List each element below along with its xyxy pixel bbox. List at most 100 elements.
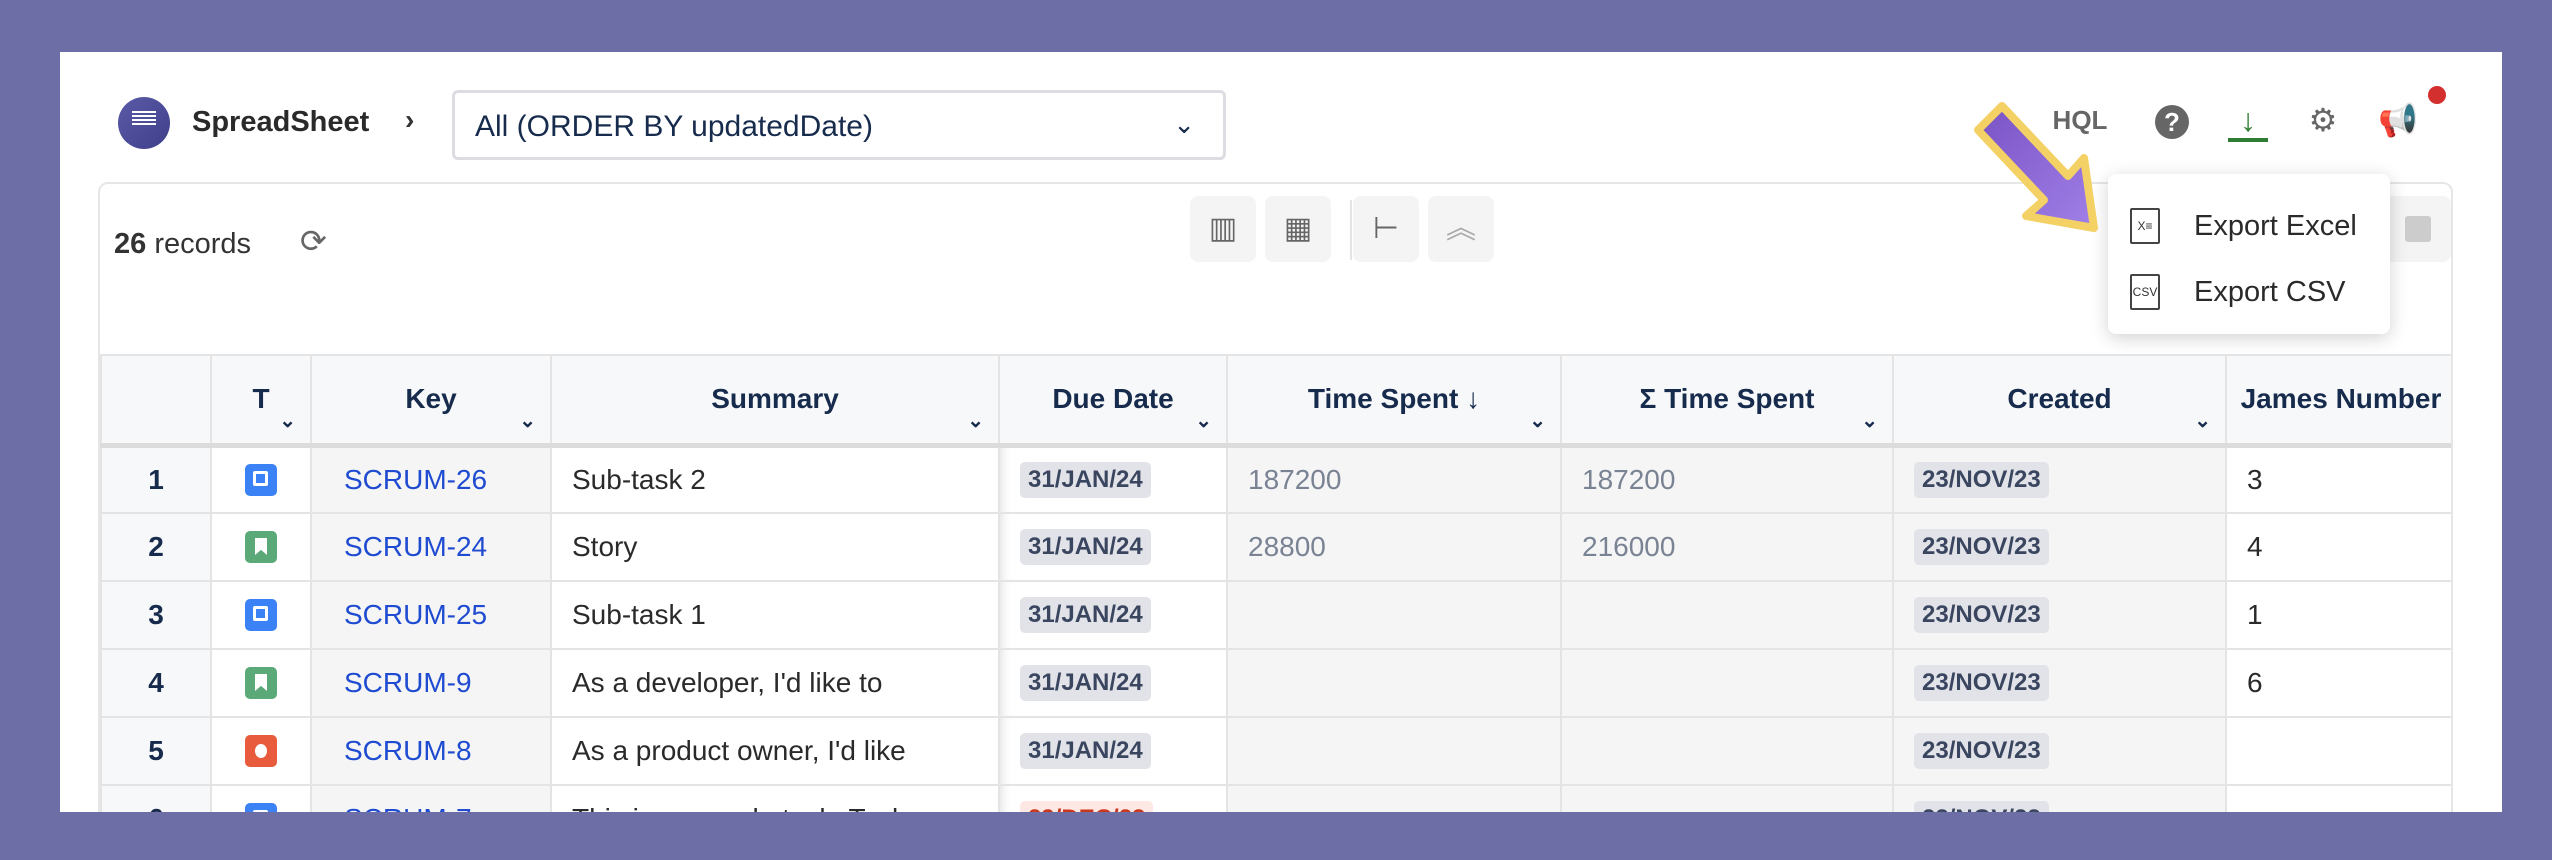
due-date-cell[interactable]: 29/DEC/23 [998, 784, 1228, 812]
gear-icon[interactable]: ⚙ [2308, 102, 2338, 138]
column-header[interactable]: James Number [2225, 354, 2451, 448]
table-row[interactable]: 2 SCRUM-24 Story 31/JAN/24 28800 216000 23/NOV… [100, 512, 2451, 582]
hql-button[interactable]: HQL [2052, 105, 2108, 135]
record-count: 26 records [114, 228, 252, 260]
created-cell[interactable]: 23/NOV/23 [1892, 512, 2227, 582]
chevron-down-icon[interactable]: ⌄ [1195, 409, 1212, 432]
chevron-down-icon[interactable]: ⌄ [279, 409, 296, 432]
due-date-cell[interactable]: 31/JAN/24 [998, 648, 1228, 718]
summary-cell[interactable]: Sub-task 2 [550, 444, 1000, 514]
summary-cell[interactable]: As a developer, I'd like to [550, 648, 1000, 718]
megaphone-icon[interactable]: 📢 [2378, 102, 2418, 138]
james-number-cell[interactable]: 6 [2225, 648, 2451, 718]
chevron-down-icon[interactable]: ⌄ [1861, 409, 1878, 432]
column-header[interactable] [100, 354, 212, 448]
sum-time-spent-cell[interactable] [1560, 784, 1894, 812]
issue-key-link[interactable]: SCRUM-9 [310, 648, 552, 718]
chevron-down-icon[interactable]: ⌄ [519, 409, 536, 432]
issue-key-link[interactable]: SCRUM-7 [310, 784, 552, 812]
chevron-down-icon[interactable]: ⌄ [2194, 409, 2211, 432]
sum-time-spent-cell[interactable] [1560, 716, 1894, 786]
story-icon [245, 667, 277, 699]
column-header[interactable]: Created ⌄ [1892, 354, 2227, 448]
due-date-lozenge: 31/JAN/24 [1020, 733, 1151, 769]
row-number: 2 [100, 512, 212, 582]
time-spent-cell[interactable]: 187200 [1226, 444, 1562, 514]
table-row[interactable]: 6 SCRUM-7This is a sample task. Tasks 29/D… [100, 784, 2451, 812]
app-name[interactable]: SpreadSheet [192, 106, 370, 138]
issues-table: T ⌄ Key ⌄ Summary ⌄ Due Date ⌄ Time Spent ↓ ⌄ Σ Ti… [100, 354, 2451, 812]
summary-cell[interactable]: Sub-task 1 [550, 580, 1000, 650]
created-lozenge: 23/NOV/23 [1914, 665, 2049, 701]
issue-key-link[interactable]: SCRUM-24 [310, 512, 552, 582]
issue-key-link[interactable]: SCRUM-26 [310, 444, 552, 514]
column-header[interactable]: Σ Time Spent ⌄ [1560, 354, 1894, 448]
table-row[interactable]: 3 SCRUM-25 Sub-task 1 31/JAN/24 23/NOV/23 1 [100, 580, 2451, 650]
issue-type-cell [210, 716, 312, 786]
column-header[interactable]: Key ⌄ [310, 354, 552, 448]
export-csv-item[interactable]: CSV Export CSV [2108, 262, 2390, 322]
summary-cell[interactable]: As a product owner, I'd like [550, 716, 1000, 786]
column-header[interactable]: Summary ⌄ [550, 354, 1000, 448]
due-date-cell[interactable]: 31/JAN/24 [998, 512, 1228, 582]
james-number-cell[interactable]: 3 [2225, 444, 2451, 514]
time-spent-cell[interactable] [1226, 648, 1562, 718]
chevron-down-icon[interactable]: ⌄ [1529, 409, 1546, 432]
grid-view-button[interactable]: ▦ [1265, 196, 1331, 262]
sum-time-spent-cell[interactable]: 216000 [1560, 512, 1894, 582]
download-icon[interactable]: ↓ [2228, 100, 2268, 142]
time-spent-cell[interactable] [1226, 580, 1562, 650]
export-excel-item[interactable]: X≡ Export Excel [2108, 196, 2390, 256]
column-header[interactable]: Time Spent ↓ ⌄ [1226, 354, 1562, 448]
due-date-lozenge: 29/DEC/23 [1020, 801, 1154, 812]
james-number-cell[interactable] [2225, 784, 2451, 812]
james-number-cell[interactable]: 4 [2225, 512, 2451, 582]
row-number: 5 [100, 716, 212, 786]
time-spent-cell[interactable] [1226, 716, 1562, 786]
created-lozenge: 23/NOV/23 [1914, 801, 2049, 812]
created-lozenge: 23/NOV/23 [1914, 733, 2049, 769]
sum-time-spent-cell[interactable]: 187200 [1560, 444, 1894, 514]
help-icon[interactable]: ? [2152, 100, 2192, 140]
column-header[interactable]: Due Date ⌄ [998, 354, 1228, 448]
column-settings-button[interactable]: ▥ [1190, 196, 1256, 262]
view-select[interactable]: All (ORDER BY updatedDate) ⌄ [452, 90, 1226, 160]
created-cell[interactable]: 23/NOV/23 [1892, 784, 2227, 812]
table-row[interactable]: 1 SCRUM-26 Sub-task 2 31/JAN/24 187200 187200… [100, 444, 2451, 514]
pointer-arrow-annotation [1974, 102, 2098, 232]
due-date-cell[interactable]: 31/JAN/24 [998, 444, 1228, 514]
summary-cell[interactable]: This is a sample task. Tasks [550, 784, 1000, 812]
sum-time-spent-cell[interactable] [1560, 648, 1894, 718]
row-number: 3 [100, 580, 212, 650]
view-select-value: All (ORDER BY updatedDate) [475, 110, 873, 143]
created-cell[interactable]: 23/NOV/23 [1892, 444, 2227, 514]
time-spent-cell[interactable] [1226, 784, 1562, 812]
issue-type-cell [210, 784, 312, 812]
refresh-icon[interactable]: ⟳ [300, 223, 327, 259]
issue-key-link[interactable]: SCRUM-8 [310, 716, 552, 786]
james-number-cell[interactable]: 1 [2225, 580, 2451, 650]
time-spent-cell[interactable]: 28800 [1226, 512, 1562, 582]
collapse-all-button[interactable]: ︽ [1428, 196, 1494, 262]
column-header[interactable]: T ⌄ [210, 354, 312, 448]
notification-dot [2428, 86, 2446, 104]
issue-key-link[interactable]: SCRUM-25 [310, 580, 552, 650]
summary-cell[interactable]: Story [550, 512, 1000, 582]
chevron-down-icon[interactable]: ⌄ [967, 409, 984, 432]
hierarchy-button[interactable]: ⊢ [1353, 196, 1419, 262]
table-row[interactable]: 4 SCRUM-9 As a developer, I'd like to 31/JA… [100, 648, 2451, 718]
table-row[interactable]: 5 SCRUM-8 As a product owner, I'd like 31/J… [100, 716, 2451, 786]
created-cell[interactable]: 23/NOV/23 [1892, 580, 2227, 650]
row-number: 1 [100, 444, 212, 514]
sum-time-spent-cell[interactable] [1560, 580, 1894, 650]
due-date-lozenge: 31/JAN/24 [1020, 665, 1151, 701]
due-date-cell[interactable]: 31/JAN/24 [998, 716, 1228, 786]
save-button[interactable] [2385, 196, 2451, 262]
breadcrumb-chevron-icon: › [405, 104, 415, 135]
created-cell[interactable]: 23/NOV/23 [1892, 648, 2227, 718]
due-date-lozenge: 31/JAN/24 [1020, 529, 1151, 565]
created-cell[interactable]: 23/NOV/23 [1892, 716, 2227, 786]
james-number-cell[interactable] [2225, 716, 2451, 786]
due-date-cell[interactable]: 31/JAN/24 [998, 580, 1228, 650]
row-number: 6 [100, 784, 212, 812]
